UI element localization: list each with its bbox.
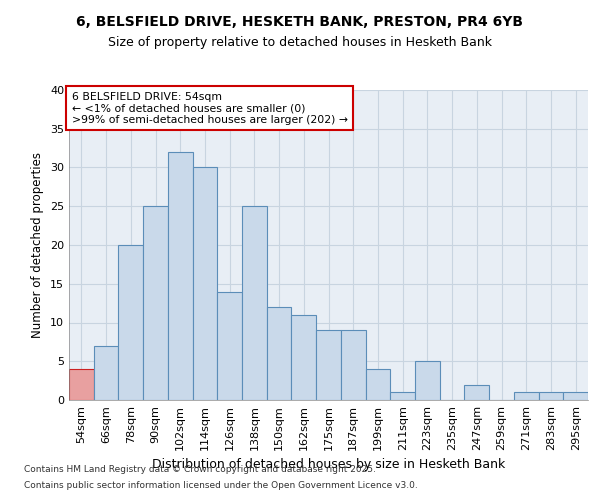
Bar [143,206,168,400]
Bar [365,369,390,400]
Bar [118,245,143,400]
Bar [267,307,292,400]
Bar [94,346,118,400]
Bar [168,152,193,400]
Bar [539,392,563,400]
Bar [217,292,242,400]
Bar [292,315,316,400]
Text: 6, BELSFIELD DRIVE, HESKETH BANK, PRESTON, PR4 6YB: 6, BELSFIELD DRIVE, HESKETH BANK, PRESTO… [77,16,523,30]
Bar [415,361,440,400]
Bar [242,206,267,400]
Bar [69,369,94,400]
Y-axis label: Number of detached properties: Number of detached properties [31,152,44,338]
Bar [464,384,489,400]
Bar [316,330,341,400]
Text: Contains public sector information licensed under the Open Government Licence v3: Contains public sector information licen… [24,480,418,490]
Text: Size of property relative to detached houses in Hesketh Bank: Size of property relative to detached ho… [108,36,492,49]
X-axis label: Distribution of detached houses by size in Hesketh Bank: Distribution of detached houses by size … [152,458,505,471]
Bar [563,392,588,400]
Text: 6 BELSFIELD DRIVE: 54sqm
← <1% of detached houses are smaller (0)
>99% of semi-d: 6 BELSFIELD DRIVE: 54sqm ← <1% of detach… [71,92,347,124]
Bar [193,168,217,400]
Text: Contains HM Land Registry data © Crown copyright and database right 2025.: Contains HM Land Registry data © Crown c… [24,466,376,474]
Bar [341,330,365,400]
Bar [514,392,539,400]
Bar [390,392,415,400]
